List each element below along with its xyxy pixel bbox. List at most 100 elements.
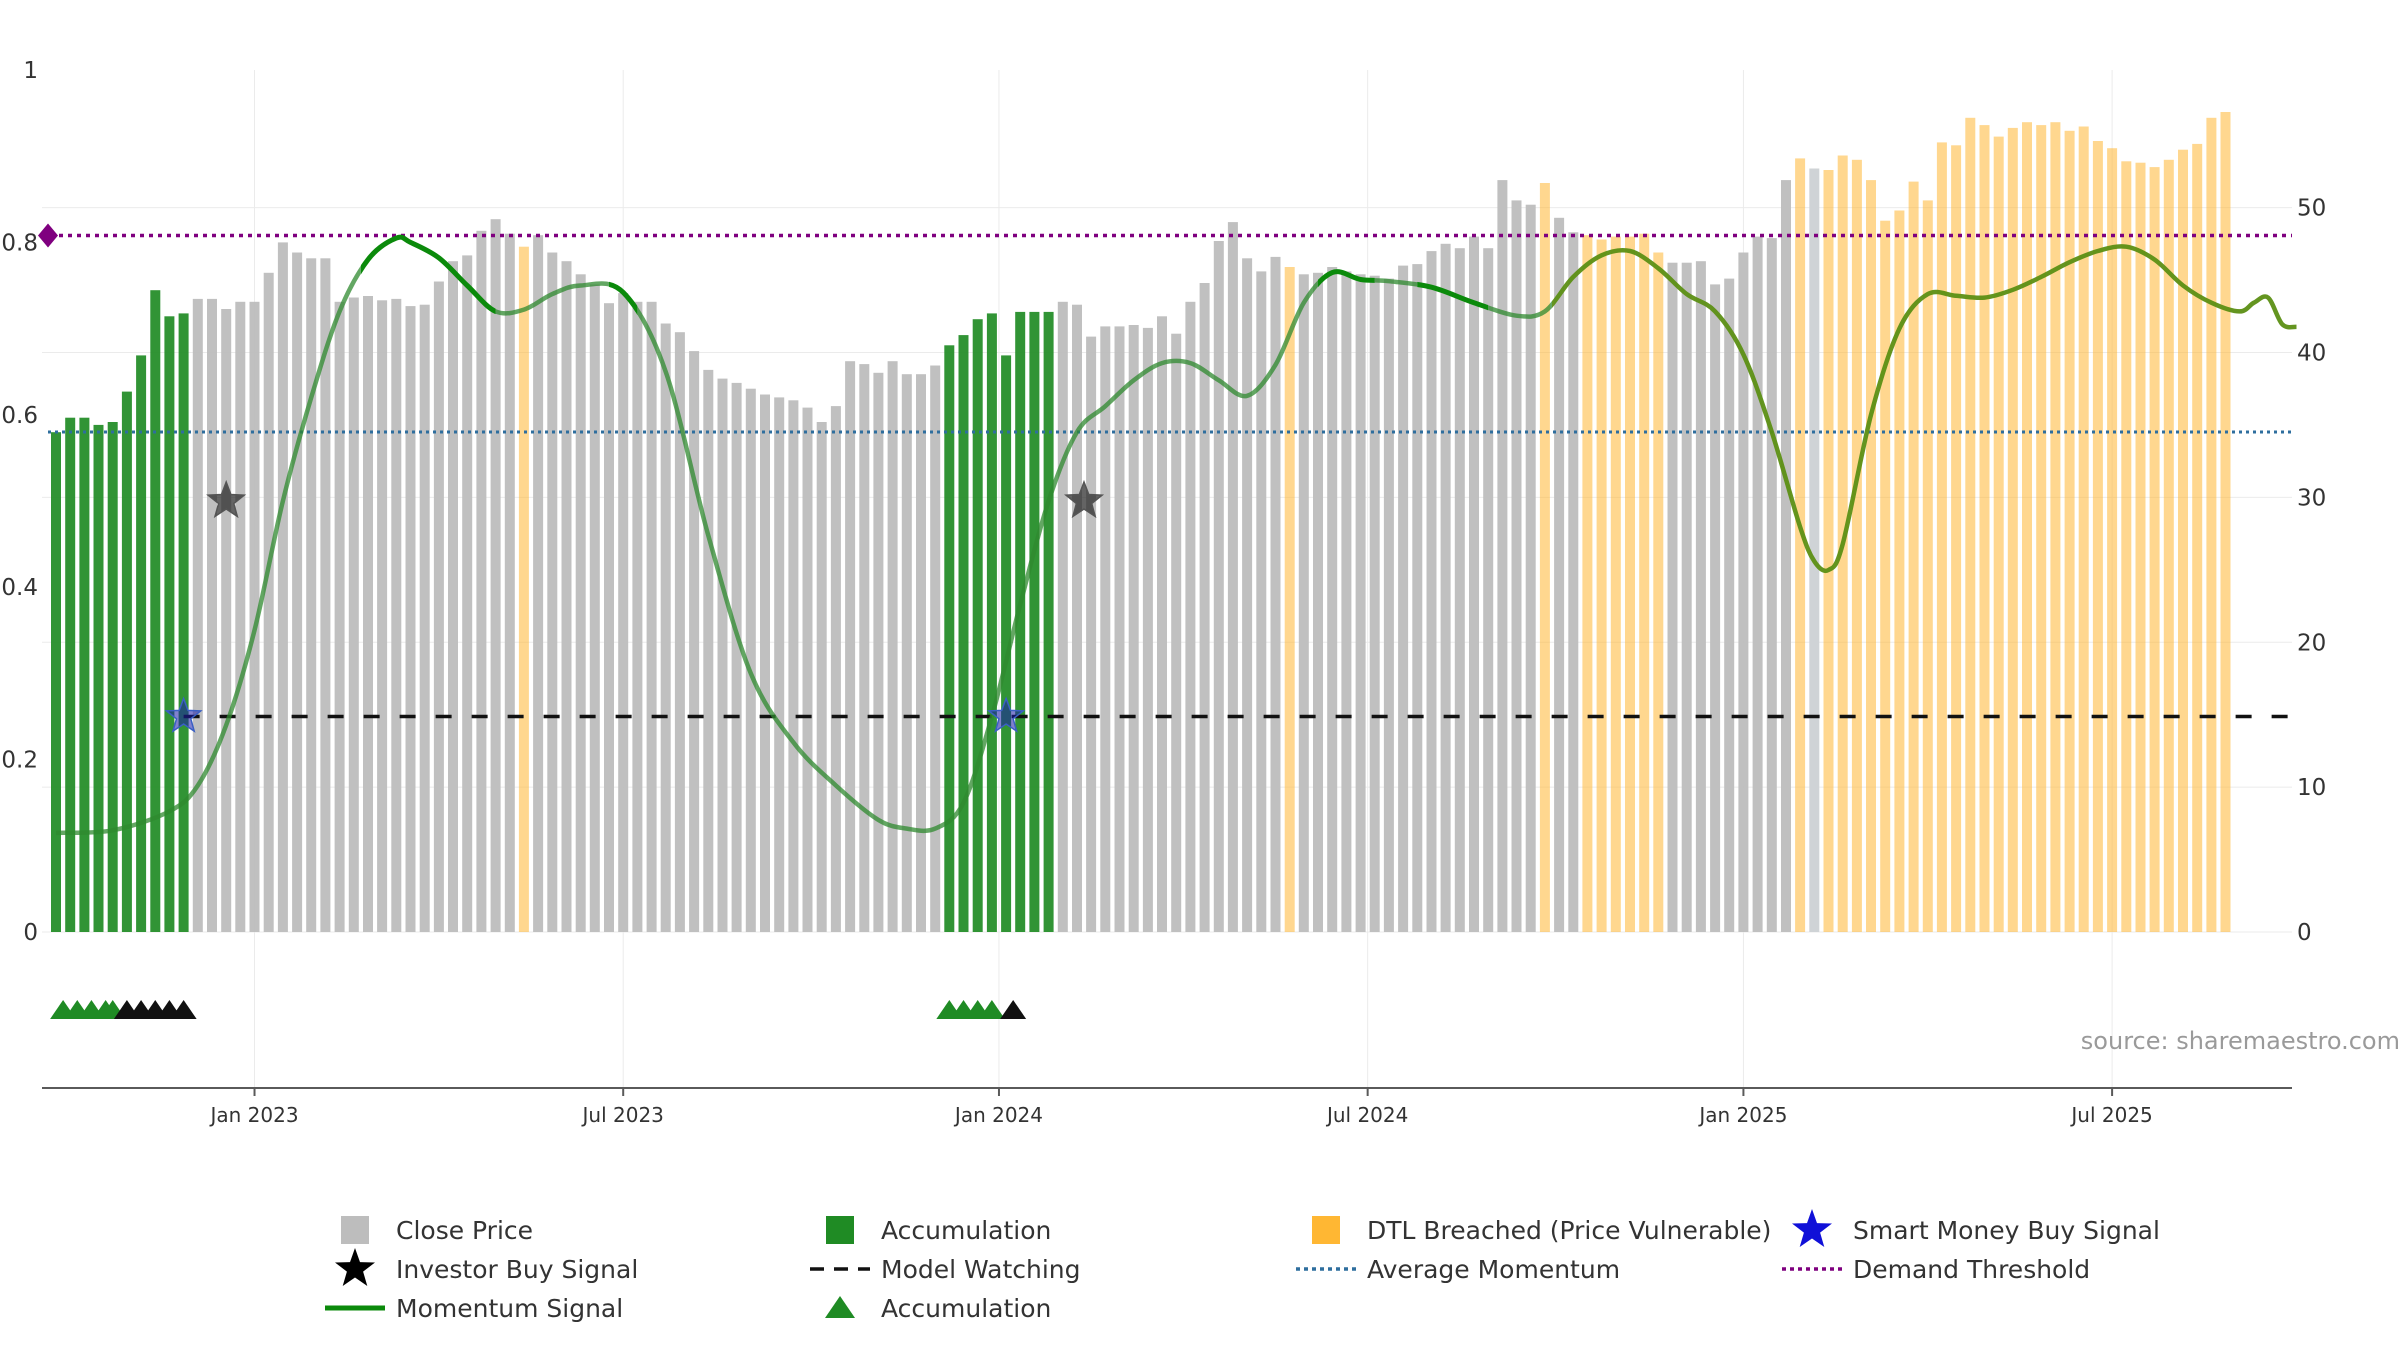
close-price-bar bbox=[377, 300, 388, 932]
close-price-bar bbox=[575, 274, 586, 932]
investor-buy-signal-star bbox=[1063, 479, 1105, 519]
dtl-breached-bar bbox=[2135, 162, 2146, 932]
close-price-bar bbox=[1185, 301, 1196, 932]
close-price-bar bbox=[1242, 258, 1253, 932]
dtl-breached-bar bbox=[2092, 141, 2103, 932]
close-price-bar bbox=[859, 364, 870, 933]
close-price-bar bbox=[717, 378, 728, 933]
dtl-breached-bar bbox=[1979, 125, 1990, 933]
close-price-bar bbox=[1554, 217, 1565, 933]
momentum-segment-olive bbox=[1551, 244, 2297, 574]
smart-money-buy-signal-star bbox=[986, 696, 1026, 733]
close-price-bar bbox=[1256, 271, 1267, 932]
dtl-breached-bar bbox=[1625, 236, 1635, 933]
close-price-bar bbox=[632, 301, 643, 932]
close-price-bar bbox=[263, 272, 274, 932]
close-price-bar bbox=[207, 298, 217, 932]
accumulation-bar bbox=[136, 355, 147, 932]
y-right-tick-label: 30 bbox=[2297, 485, 2326, 511]
legend-label: Momentum Signal bbox=[396, 1294, 623, 1323]
close-price-bar bbox=[1227, 222, 1238, 933]
close-price-bar bbox=[660, 323, 671, 932]
dtl-breached-bar bbox=[2220, 112, 2231, 932]
close-price-bar bbox=[1781, 180, 1791, 933]
close-price-bar bbox=[1142, 327, 1153, 932]
close-price-bar bbox=[334, 301, 345, 932]
momentum-segment-solid-green bbox=[360, 234, 496, 315]
dtl-breached-bar bbox=[1795, 158, 1806, 932]
close-price-bar bbox=[1426, 251, 1437, 933]
dtl-breached-bar bbox=[2121, 161, 2132, 933]
close-price-bar bbox=[774, 397, 785, 932]
y-left-tick-label: 0.8 bbox=[1, 230, 38, 256]
close-price-bar bbox=[589, 284, 600, 932]
close-price-bar bbox=[192, 298, 203, 932]
dtl-breached-bar bbox=[2022, 122, 2032, 932]
dtl-breached-bar bbox=[518, 246, 529, 932]
demand-threshold-marker bbox=[38, 223, 58, 248]
accumulation-bar bbox=[1015, 311, 1026, 932]
legend-item: Accumulation bbox=[825, 1294, 1051, 1323]
y-right-tick-label: 20 bbox=[2297, 630, 2326, 656]
accumulation-bar bbox=[79, 417, 90, 932]
close-price-bar bbox=[618, 293, 629, 933]
legend-item: Average Momentum bbox=[1296, 1255, 1620, 1284]
legend-label: Smart Money Buy Signal bbox=[1853, 1216, 2160, 1245]
x-tick-label: Jan 2023 bbox=[208, 1103, 298, 1127]
legend-label: Model Watching bbox=[881, 1255, 1081, 1284]
legend-label: Demand Threshold bbox=[1853, 1255, 2090, 1284]
x-tick-label: Jan 2024 bbox=[953, 1103, 1043, 1127]
dtl-breached-bar bbox=[1965, 117, 1976, 933]
dtl-breached-bar bbox=[1823, 170, 1834, 932]
dtl-breached-bar bbox=[1894, 210, 1905, 932]
close-price-bar bbox=[1398, 265, 1409, 933]
close-price-bar bbox=[490, 219, 501, 932]
smart-money-buy-signal-star bbox=[164, 696, 203, 733]
close-price-bar bbox=[604, 303, 614, 932]
accumulation-bar bbox=[164, 316, 175, 932]
dtl-breached-bar bbox=[1880, 220, 1891, 932]
close-price-bar bbox=[916, 374, 926, 932]
momentum-segment-translucent-green bbox=[637, 280, 1319, 834]
close-price-bar bbox=[1072, 304, 1082, 932]
accumulation-bar bbox=[65, 417, 76, 932]
dtl-breached-bar bbox=[2107, 148, 2118, 932]
momentum-signal-line bbox=[56, 234, 2297, 836]
close-price-bar bbox=[1298, 274, 1309, 932]
dtl-breached-bar bbox=[2178, 149, 2188, 932]
close-price-bar bbox=[802, 407, 813, 933]
close-price-bar bbox=[1525, 204, 1536, 932]
legend-item: DTL Breached (Price Vulnerable) bbox=[1312, 1216, 1771, 1245]
close-price-bar bbox=[1171, 333, 1182, 932]
y-right-tick-label: 50 bbox=[2297, 196, 2326, 222]
close-price-bar bbox=[788, 400, 799, 932]
dtl-breached-bar bbox=[1993, 136, 2004, 933]
y-left-tick-label: 0.2 bbox=[1, 748, 38, 774]
accumulation-bar bbox=[121, 391, 132, 933]
close-price-bar bbox=[1086, 336, 1097, 933]
close-price-bar bbox=[547, 252, 558, 932]
close-price-bar bbox=[1114, 326, 1125, 932]
close-price-bar bbox=[1809, 168, 1820, 932]
close-price-bar bbox=[405, 306, 416, 933]
legend-swatch-square-grey bbox=[341, 1216, 369, 1244]
close-price-bar bbox=[1355, 274, 1366, 932]
close-price-bar bbox=[1738, 252, 1749, 932]
close-price-bar bbox=[1724, 278, 1735, 933]
close-price-bar bbox=[930, 365, 941, 932]
dtl-breached-bar bbox=[2064, 130, 2075, 933]
legend-label: Average Momentum bbox=[1367, 1255, 1620, 1284]
legend-swatch-square-orange bbox=[1312, 1216, 1340, 1244]
close-price-bar bbox=[760, 394, 770, 932]
close-price-bar bbox=[1199, 283, 1210, 932]
close-price-bar bbox=[504, 233, 515, 932]
dtl-breached-bar bbox=[1639, 233, 1650, 932]
dtl-breached-bar bbox=[1653, 252, 1664, 932]
close-price-bar bbox=[391, 298, 402, 932]
close-price-bar bbox=[1369, 275, 1380, 932]
close-price-bar bbox=[1695, 261, 1706, 932]
close-price-bar bbox=[1440, 243, 1451, 933]
dtl-breached-bar bbox=[2192, 143, 2203, 932]
close-price-bars bbox=[51, 112, 2231, 933]
legend-label: Accumulation bbox=[881, 1294, 1051, 1323]
